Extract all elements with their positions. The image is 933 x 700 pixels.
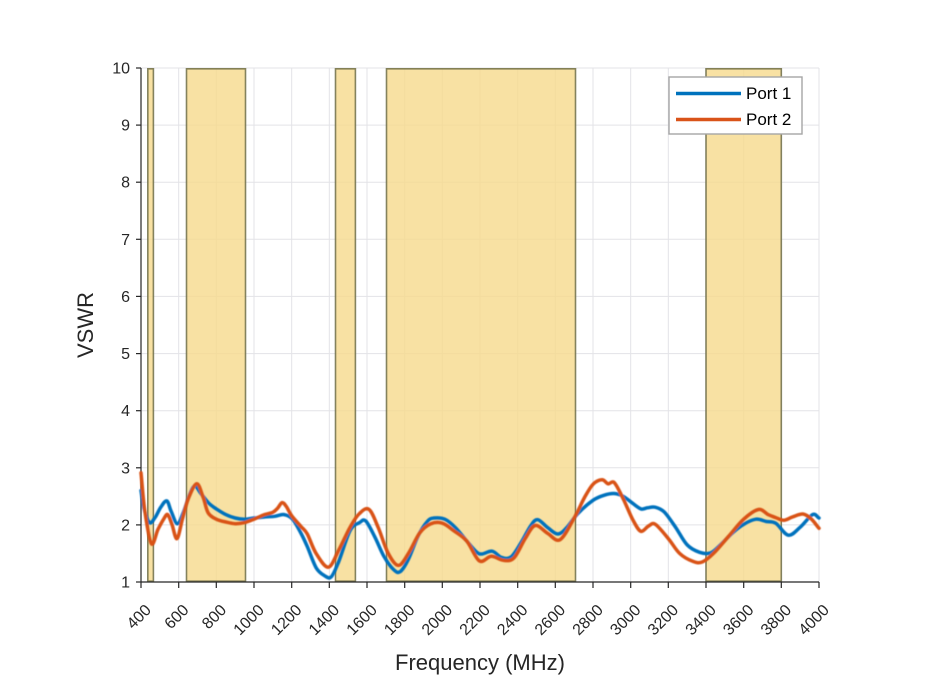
svg-text:9: 9 [121,118,130,135]
svg-text:6: 6 [121,289,130,306]
svg-text:5: 5 [121,346,130,363]
svg-text:8: 8 [121,175,130,192]
svg-text:Frequency (MHz): Frequency (MHz) [395,650,565,675]
svg-text:Port 1: Port 1 [746,84,791,103]
svg-text:3: 3 [121,460,130,477]
svg-text:4: 4 [121,403,130,420]
svg-text:1: 1 [121,575,130,592]
svg-text:7: 7 [121,232,130,249]
svg-text:2: 2 [121,517,130,534]
svg-text:10: 10 [112,61,130,78]
svg-text:VSWR: VSWR [73,292,98,358]
svg-text:Port 2: Port 2 [746,110,791,129]
